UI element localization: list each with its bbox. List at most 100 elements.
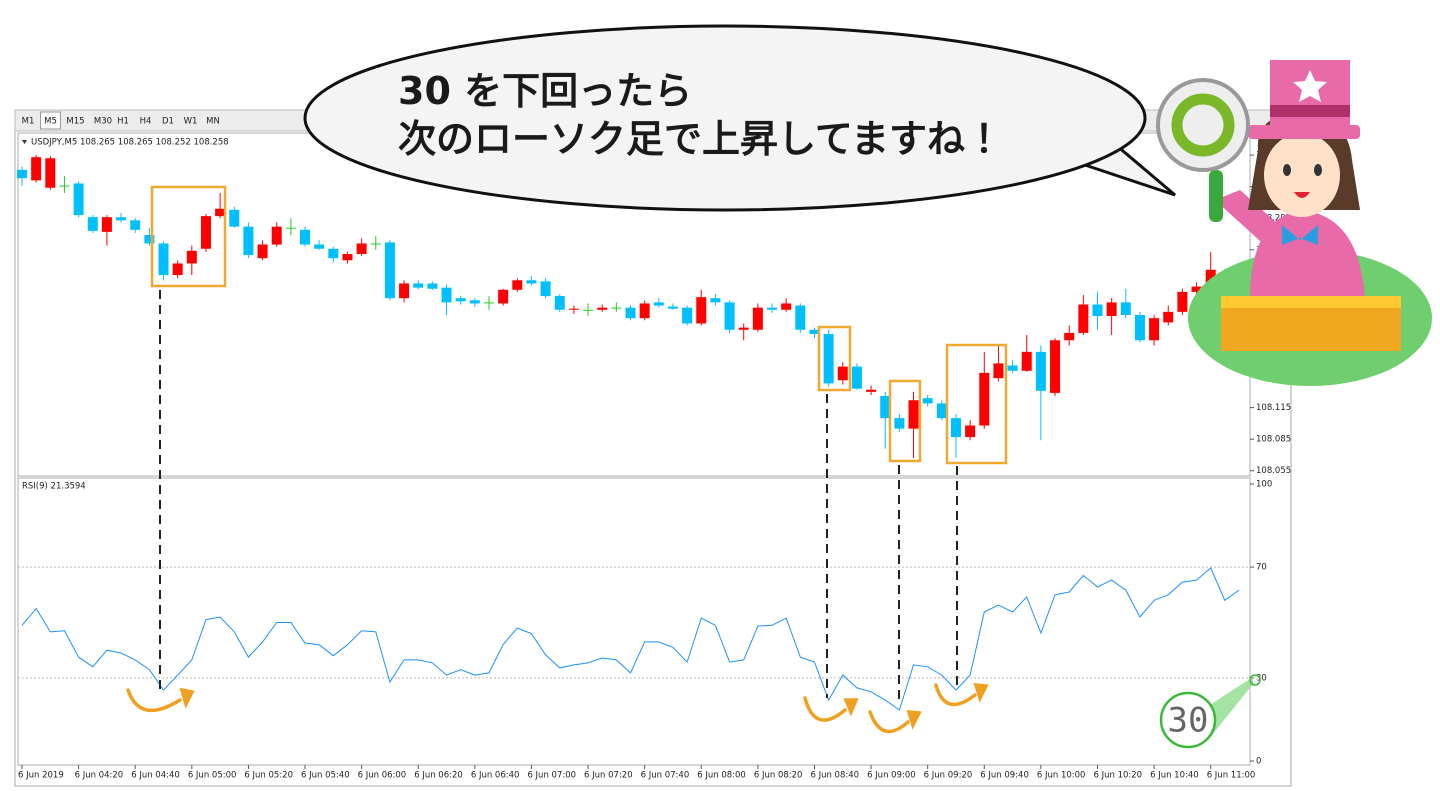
- bubble-line: 次のローソク足で上昇してますね！: [398, 117, 1003, 161]
- candle-body: [45, 158, 56, 188]
- highlight-box: [150, 185, 227, 288]
- timeframe-button[interactable]: [135, 112, 156, 129]
- magnifier-handle: [1209, 170, 1223, 222]
- candle-body: [936, 403, 947, 419]
- arrow-head: [973, 682, 989, 703]
- x-tick-label: 6 Jun 04:20: [75, 771, 124, 781]
- candle-body: [243, 226, 254, 256]
- timeframe-buttons: M1 M5 M15 M30 H1 H4 D1 W1 MN: [18, 111, 223, 130]
- rsi-line: [21, 567, 1240, 711]
- candle-body: [285, 227, 296, 229]
- candle-body: [738, 327, 749, 330]
- candle-body: [625, 307, 636, 319]
- x-tick-label: 6 Jun 05:20: [244, 771, 293, 781]
- x-tick-label: 6 Jun 10:40: [1150, 771, 1199, 781]
- timeframe-label: W1: [184, 117, 198, 127]
- magnifier: [1156, 78, 1250, 172]
- mascot-star: [1293, 70, 1327, 102]
- candle-body: [1205, 269, 1216, 287]
- candle-body: [993, 363, 1004, 379]
- highlight-box: [945, 343, 1008, 465]
- candle-body: [540, 281, 551, 297]
- candle-body: [1007, 365, 1018, 371]
- arrow: [126, 688, 182, 713]
- bubble-join: [1088, 139, 1114, 161]
- mascot-hat-brim: [1248, 125, 1360, 139]
- mascot-eye: [1314, 164, 1322, 176]
- candle-body: [87, 217, 98, 231]
- candle-body: [568, 308, 579, 310]
- candle-body: [314, 244, 325, 249]
- candle-body: [483, 302, 494, 304]
- candle-body: [1149, 318, 1160, 341]
- mascot-bow: [1282, 225, 1318, 245]
- candle-body: [724, 302, 735, 330]
- candle-body: [200, 216, 211, 249]
- candle-body: [441, 287, 452, 303]
- candle-body: [356, 243, 367, 254]
- candle-body: [370, 243, 381, 245]
- mascot-arm: [1215, 190, 1290, 250]
- x-tick-label: 6 Jun 06:40: [471, 771, 520, 781]
- timeframe-button[interactable]: [63, 112, 88, 129]
- candle-body: [837, 366, 848, 381]
- candle-body: [1050, 340, 1061, 393]
- timeframe-label: M30: [94, 117, 112, 127]
- candle-body: [399, 283, 410, 299]
- timeframe-button[interactable]: [90, 112, 116, 129]
- candle-body: [639, 303, 650, 319]
- mascot: [1156, 60, 1432, 386]
- timeframe-button[interactable]: [40, 111, 61, 130]
- speech-bubble: [303, 24, 1147, 212]
- candle-body: [469, 300, 480, 304]
- callout-pointer: [1205, 677, 1253, 735]
- arrow: [868, 710, 910, 734]
- timeframe-button[interactable]: [158, 112, 178, 129]
- candle-body: [342, 253, 353, 261]
- timeframe-button[interactable]: [18, 112, 38, 129]
- rebound-arrows: [126, 682, 989, 734]
- callout-ring: [1249, 674, 1261, 686]
- candle-body: [583, 309, 594, 311]
- callout-circle: [1159, 691, 1217, 749]
- timeframe-button[interactable]: [203, 112, 223, 129]
- candle-body: [1078, 304, 1089, 333]
- candle-body: [229, 209, 240, 227]
- mascot-face: [1264, 133, 1340, 217]
- highlight-box: [888, 379, 922, 463]
- timeframe-label: M15: [66, 117, 84, 127]
- candle-body: [130, 220, 141, 230]
- arrow: [803, 696, 847, 722]
- candle-body: [73, 183, 84, 216]
- x-tick-label: 6 Jun 2019: [18, 771, 64, 781]
- candle-body: [781, 303, 792, 310]
- timeframe-label: H1: [117, 117, 129, 127]
- timeframe-label: MN: [206, 117, 220, 127]
- candle-body: [328, 248, 339, 259]
- candle-body: [300, 229, 311, 245]
- candle-body: [682, 307, 693, 324]
- candle-body: [965, 425, 976, 438]
- candle-body: [1191, 286, 1202, 292]
- candle-body: [696, 297, 707, 324]
- rsi-panel: [17, 477, 1251, 766]
- candle-body: [116, 217, 127, 221]
- magnifier-circle-mark: [1171, 93, 1235, 157]
- arrow-head: [179, 687, 195, 709]
- candle-body: [512, 280, 523, 290]
- candle-body: [413, 283, 424, 288]
- arrow: [934, 683, 977, 707]
- candle-body: [710, 298, 721, 303]
- candle-body: [767, 307, 778, 310]
- candle-body: [979, 372, 990, 426]
- candle-body: [186, 250, 197, 264]
- timeframe-button[interactable]: [113, 112, 133, 129]
- candle-body: [823, 333, 834, 384]
- candle-body: [526, 280, 537, 284]
- price-header: USDJPY,M5 108.265 108.265 108.252 108.25…: [31, 138, 229, 148]
- candle-body: [1163, 311, 1174, 323]
- candle-body: [653, 302, 664, 306]
- timeframe-button[interactable]: [180, 112, 201, 129]
- x-tick-label: 6 Jun 07:00: [527, 771, 576, 781]
